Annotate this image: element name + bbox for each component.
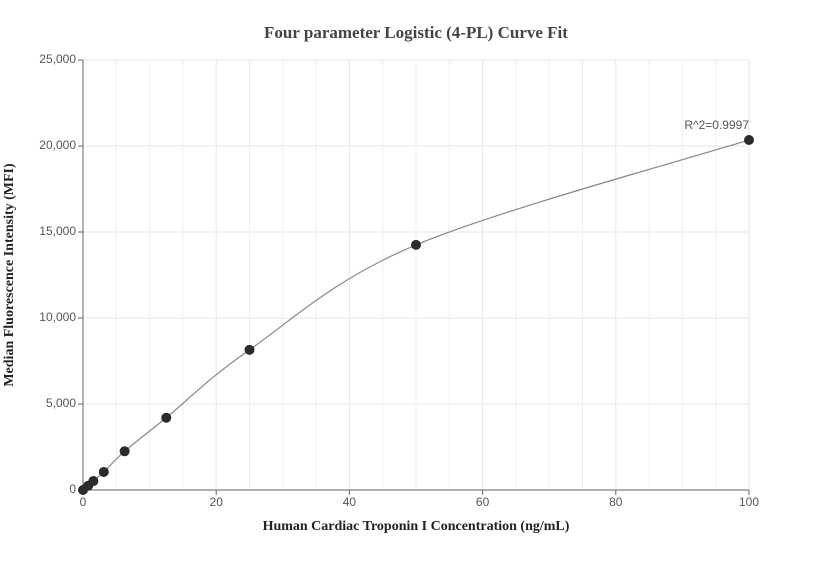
y-tick-label: 0 <box>69 482 76 496</box>
x-axis-title: Human Cardiac Troponin I Concentration (… <box>263 519 570 534</box>
point <box>161 412 172 423</box>
y-tick-label: 15,000 <box>39 224 76 238</box>
x-tick-label: 40 <box>343 495 357 509</box>
x-tick-label: 60 <box>476 495 490 509</box>
point <box>244 344 255 355</box>
point <box>88 476 99 487</box>
point <box>119 446 130 457</box>
point <box>411 239 421 250</box>
y-tick-label: 5,000 <box>46 396 76 410</box>
x-tick-label: 20 <box>210 495 224 509</box>
y-axis-title: Median Fluorescence Intensity (MFI) <box>2 163 17 387</box>
y-tick-label: 10,000 <box>39 310 76 324</box>
chart-title: Four parameter Logistic (4-PL) Curve Fit <box>264 23 568 42</box>
point <box>98 466 109 477</box>
x-tick-label: 100 <box>739 495 759 509</box>
x-tick-label: 80 <box>609 495 623 509</box>
y-tick-label: 20,000 <box>39 138 76 152</box>
x-tick-label: 0 <box>80 495 87 509</box>
point <box>744 134 754 145</box>
y-tick-label: 25,000 <box>39 52 76 66</box>
annotation: R^2=0.9997 <box>684 118 749 132</box>
